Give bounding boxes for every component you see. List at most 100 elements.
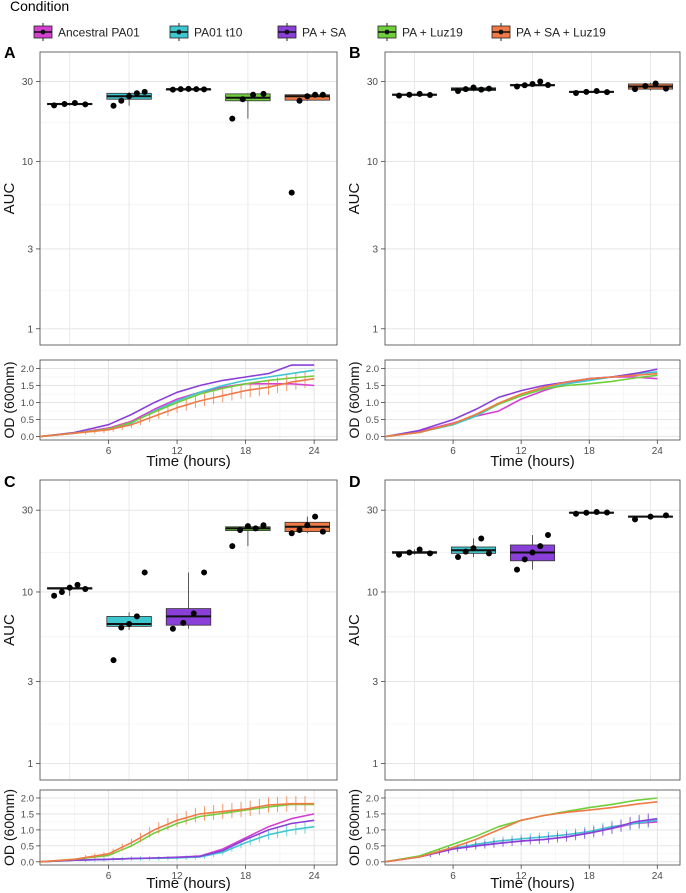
series-ancestral-pa01 [39, 382, 315, 438]
panel-D-growth-curve: 0.0 0.5 1.0 1.5 2.0 6 12 18 24 Time (hours) OD (60… [346, 789, 681, 892]
x-tick-label: 24 [309, 446, 321, 457]
series-line [384, 372, 658, 438]
data-point [51, 592, 58, 599]
series-pa-sa [39, 819, 315, 863]
y-tick-label: 0.5 [366, 841, 379, 852]
y-tick-label: 1.5 [366, 381, 379, 392]
panel-D-box-plot: 1 3 10 30 AUC D [346, 474, 681, 781]
x-tick-label: 12 [516, 446, 528, 457]
data-point [583, 88, 590, 95]
data-point [514, 83, 521, 90]
data-point [529, 549, 536, 556]
data-point [312, 513, 319, 520]
x-axis-label: Time (hours) [146, 875, 230, 892]
x-tick-label: 24 [652, 871, 664, 882]
plot-frame [39, 789, 338, 866]
panel-A-box-plot: 1 3 10 30 AUC A [1, 45, 338, 346]
y-tick-label: 2.0 [366, 793, 379, 804]
box-pa01-t10 [450, 535, 497, 560]
box-pa01-t10 [106, 569, 152, 664]
legend-key-point [284, 29, 290, 35]
legend-entry-1: PA01 t10 [169, 23, 243, 41]
y-axis-label: AUC [1, 614, 18, 646]
plot-frame [39, 51, 338, 346]
y-tick-label: 2.0 [366, 364, 379, 375]
data-point [583, 509, 590, 516]
x-axis-label: Time (hours) [490, 875, 574, 892]
data-point [82, 101, 89, 108]
data-point [603, 89, 610, 96]
legend-entry-3: PA + Luz19 [377, 23, 463, 41]
data-point [239, 96, 246, 103]
y-tick-label: 10 [22, 587, 34, 598]
data-point [416, 90, 423, 97]
data-point [312, 91, 319, 98]
data-point [74, 581, 81, 588]
data-point [537, 543, 544, 550]
y-tick-label: 1 [27, 759, 33, 770]
data-point [544, 81, 551, 88]
plot-frame [39, 479, 338, 781]
data-point [288, 530, 295, 537]
data-point [185, 85, 192, 92]
y-tick-label: 10 [367, 157, 379, 168]
data-point [573, 510, 580, 517]
box-pa01-t10 [106, 88, 152, 109]
data-point [416, 546, 423, 553]
data-point [260, 90, 267, 97]
box-pa-luz19 [568, 88, 615, 97]
box-pa-luz19 [225, 90, 271, 122]
x-tick-label: 6 [450, 446, 456, 457]
x-tick-label: 12 [172, 871, 184, 882]
data-point [603, 509, 610, 516]
plot-frame [39, 359, 338, 441]
data-point [304, 522, 311, 529]
y-tick-label: 0.5 [21, 841, 34, 852]
data-point [593, 508, 600, 515]
data-point [662, 85, 669, 92]
data-point [514, 566, 521, 573]
series-line [39, 803, 315, 863]
data-point [544, 531, 551, 538]
legend-key-point [498, 29, 504, 35]
box-ancestral-pa01 [47, 100, 93, 109]
data-point [462, 86, 469, 93]
x-tick-label: 24 [652, 446, 664, 457]
data-point [260, 522, 267, 529]
y-tick-label: 0.0 [21, 432, 34, 443]
y-axis-label: OD (600nm) [1, 789, 17, 866]
data-point [110, 102, 117, 109]
y-tick-label: 2.0 [21, 364, 34, 375]
series-pa-sa [39, 364, 315, 438]
data-point [133, 90, 140, 97]
legend-key-point [40, 29, 46, 35]
y-tick-label: 3 [27, 677, 33, 688]
data-point [229, 115, 236, 122]
series-pa-luz19 [39, 803, 315, 863]
panel-B-growth-curve: 0.0 0.5 1.0 1.5 2.0 6 12 18 24 Time (hours) OD (60… [346, 359, 681, 470]
data-point [288, 189, 295, 196]
y-tick-label: 1 [372, 759, 378, 770]
data-point [470, 84, 477, 91]
data-point [201, 86, 208, 93]
y-axis-label: AUC [346, 182, 363, 214]
series-line [39, 802, 315, 863]
y-tick-label: 0.0 [366, 857, 379, 868]
data-point [632, 516, 639, 523]
box-pa-sa [165, 569, 212, 632]
legend-label: PA + Luz19 [402, 26, 463, 40]
series-line [39, 382, 315, 438]
series-pa-sa-luz19 [39, 796, 315, 863]
box-ancestral-pa01 [391, 90, 438, 99]
data-point [455, 553, 462, 560]
data-point [110, 657, 117, 664]
y-tick-label: 0.0 [366, 432, 379, 443]
y-axis-label: OD (600nm) [346, 361, 362, 438]
y-tick-label: 30 [367, 77, 379, 88]
data-point [462, 548, 469, 555]
data-point [169, 86, 176, 93]
data-point [478, 86, 485, 93]
data-point [529, 80, 536, 87]
data-point [118, 624, 125, 631]
